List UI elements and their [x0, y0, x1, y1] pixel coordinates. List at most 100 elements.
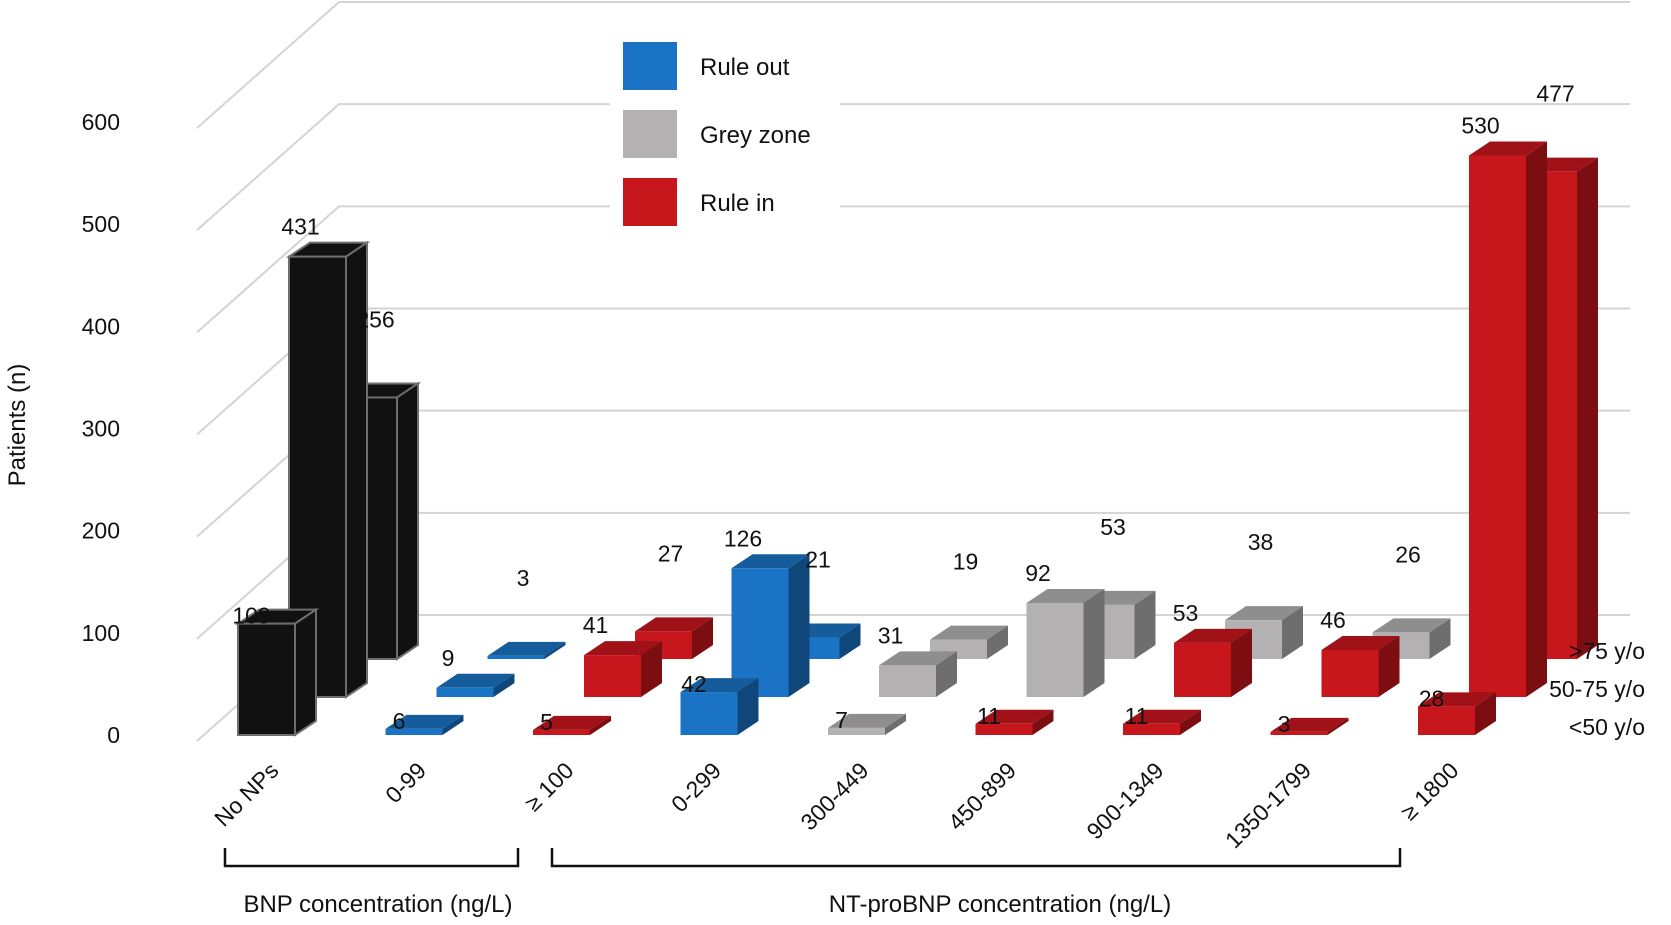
- bar-side: [1475, 692, 1496, 735]
- y-tick-label: 600: [82, 109, 120, 135]
- value-label: 53: [1100, 514, 1126, 540]
- bar-front: [1123, 723, 1180, 735]
- bar-top: [731, 554, 810, 569]
- bar-side: [839, 623, 861, 659]
- bar-front: [828, 727, 885, 735]
- bar-450-899-50-75-y-o: [1026, 589, 1105, 697]
- bar-top: [1174, 628, 1252, 643]
- bar-top: [680, 678, 759, 693]
- value-label: 26: [1395, 541, 1421, 567]
- value-label: 11: [1125, 703, 1149, 729]
- bar-top: [1372, 618, 1451, 633]
- bar-side: [1032, 709, 1054, 735]
- bar-ge-1800-50-75-y-o: [1469, 141, 1547, 697]
- value-label: 109: [232, 603, 270, 629]
- gridline: [196, 1, 1630, 129]
- bar-side: [442, 714, 464, 735]
- value-label: 431: [281, 214, 319, 240]
- legend-swatch-rule-in: [623, 178, 677, 226]
- category-label-no-nps: No NPs: [209, 757, 283, 831]
- group-label-bnp: BNP concentration (ng/L): [243, 891, 512, 918]
- bar-0-99-gt75-y-o: [487, 641, 566, 659]
- bar-front: [1174, 642, 1231, 697]
- bar-front: [680, 692, 738, 735]
- bar-side: [1134, 590, 1156, 659]
- bar-front: [533, 729, 590, 735]
- category-label-900-1349: 900-1349: [1081, 757, 1168, 844]
- bar-top: [1270, 717, 1349, 732]
- value-label: 53: [1173, 600, 1199, 626]
- bar-side: [1429, 618, 1451, 659]
- bar-top: [584, 641, 662, 656]
- value-label: 27: [658, 540, 684, 566]
- value-label: 19: [953, 549, 979, 575]
- bar-0-299-50-75-y-o: [731, 554, 810, 697]
- value-label: 21: [805, 547, 831, 573]
- bar-top: [533, 715, 611, 730]
- bar-top: [828, 713, 906, 728]
- bar-top: [436, 673, 515, 688]
- value-label: 46: [1320, 607, 1346, 633]
- bar-top: [975, 709, 1054, 724]
- bar-side: [1327, 717, 1349, 735]
- bar-top: [1026, 589, 1105, 604]
- value-label: 38: [1248, 529, 1274, 555]
- bar-ge-1800-lt50-y-o: [1418, 692, 1496, 735]
- bar-300-449-lt50-y-o: [828, 713, 906, 735]
- bar-side: [1231, 628, 1252, 697]
- legend-label-rule-out: Rule out: [700, 54, 790, 81]
- bars: [234, 141, 1598, 737]
- value-label: 256: [356, 306, 394, 332]
- bar-front: [879, 665, 936, 697]
- value-label: 5: [540, 709, 553, 735]
- category-label-1350-1799: 1350-1799: [1220, 757, 1316, 853]
- bar-top: [930, 625, 1008, 640]
- bar-1350-1799-50-75-y-o: [1321, 636, 1400, 697]
- bar-side: [987, 625, 1008, 659]
- depth-label-lt50-y-o: <50 y/o: [1569, 714, 1645, 740]
- value-label: 9: [442, 645, 455, 671]
- y-tick-label: 200: [82, 518, 120, 544]
- category-label-ge-100: ≥ 100: [520, 757, 579, 816]
- bar-side: [692, 617, 713, 659]
- legend-swatch-rule-out: [623, 42, 677, 90]
- bar-no-nps-lt50-y-o: [234, 607, 320, 737]
- value-label: 126: [724, 525, 762, 551]
- bar-side: [641, 641, 662, 697]
- bar-ge-100-50-75-y-o: [584, 641, 662, 697]
- bar-900-1349-50-75-y-o: [1174, 628, 1252, 697]
- bar-side: [737, 678, 759, 735]
- bar-front: [1270, 731, 1328, 735]
- bar-0-299-lt50-y-o: [680, 678, 759, 735]
- y-tick-label: 300: [82, 416, 120, 442]
- bar-450-899-lt50-y-o: [975, 709, 1054, 735]
- ntprobnp-bracket: [550, 848, 1402, 868]
- category-label-0-299: 0-299: [666, 757, 726, 817]
- legend-label-grey-zone: Grey zone: [700, 122, 811, 149]
- y-tick-label: 400: [82, 313, 120, 339]
- bar-side: [1577, 157, 1598, 660]
- y-axis: 0 100 200 300 400 500 600: [82, 109, 120, 748]
- y-tick-label: 0: [107, 722, 120, 748]
- bar-front: [1418, 706, 1475, 735]
- bar-top: [1123, 709, 1201, 724]
- legend-label-rule-in: Rule in: [700, 190, 775, 217]
- bar-side: [788, 554, 810, 697]
- bar-top: [487, 641, 566, 656]
- category-label-ge-1800: ≥ 1800: [1396, 757, 1464, 825]
- bar-side: [1180, 709, 1201, 735]
- bar-front: [975, 723, 1033, 735]
- bar-side: [1282, 606, 1303, 659]
- bar-300-449-50-75-y-o: [879, 651, 957, 697]
- value-label: 6: [393, 708, 406, 734]
- bar-front: [436, 687, 494, 697]
- bar-side: [1378, 636, 1400, 697]
- group-label-ntprobnp: NT-proBNP concentration (ng/L): [829, 891, 1171, 918]
- category-axis: No NPs 0-99 ≥ 100 0-299 300-449 450-899 900-13…: [209, 757, 1463, 853]
- value-label: 3: [1278, 711, 1291, 737]
- depth-axis: <50 y/o 50-75 y/o >75 y/o: [1549, 638, 1645, 740]
- value-label: 31: [878, 622, 904, 648]
- category-label-300-449: 300-449: [795, 757, 873, 835]
- value-label: 11: [977, 703, 1001, 729]
